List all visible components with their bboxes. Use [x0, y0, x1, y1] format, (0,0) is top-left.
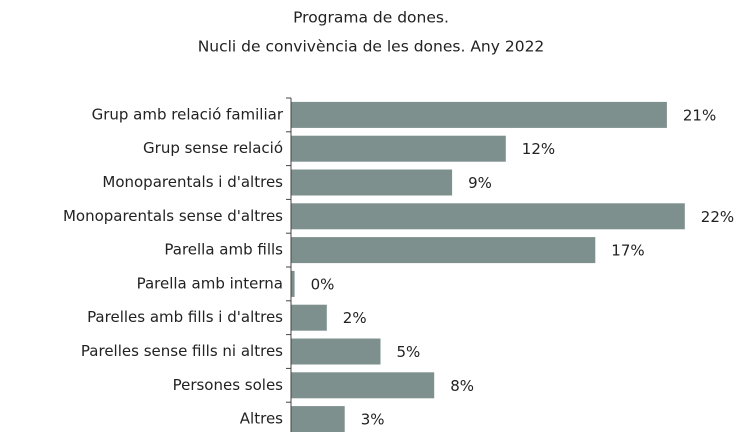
bar	[291, 406, 345, 432]
y-tick-label: Monoparentals sense d'altres	[63, 207, 283, 225]
value-label: 21%	[683, 106, 716, 124]
y-tick-label: Parelles amb fills i d'altres	[87, 308, 283, 326]
bar	[291, 338, 381, 365]
y-tick-label: Parella amb fills	[164, 241, 283, 259]
chart-subtitle: Nucli de convivència de les dones. Any 2…	[198, 38, 545, 56]
value-label: 0%	[311, 275, 335, 293]
bar	[291, 372, 435, 399]
value-label: 12%	[522, 140, 555, 158]
y-tick-label: Parella amb interna	[137, 274, 283, 292]
bar	[291, 304, 327, 331]
y-tick-label: Monoparentals i d'altres	[102, 173, 283, 191]
bar	[291, 237, 596, 264]
chart-title: Programa de dones.	[293, 9, 449, 27]
y-tick-label: Grup amb relació familiar	[92, 105, 284, 123]
bar	[291, 270, 295, 297]
value-label: 3%	[361, 411, 385, 429]
value-label: 22%	[701, 208, 734, 226]
value-label: 17%	[611, 242, 644, 260]
bar	[291, 169, 453, 196]
bar	[291, 101, 667, 128]
y-tick-label: Parelles sense fills ni altres	[81, 342, 283, 360]
y-tick-label: Altres	[240, 410, 283, 428]
bar	[291, 135, 506, 162]
y-tick-label: Grup sense relació	[143, 139, 283, 157]
y-tick-label: Persones soles	[173, 376, 284, 394]
bar	[291, 203, 685, 230]
value-label: 9%	[468, 174, 492, 192]
value-label: 8%	[450, 377, 474, 395]
value-label: 2%	[343, 309, 367, 327]
value-label: 5%	[397, 343, 421, 361]
